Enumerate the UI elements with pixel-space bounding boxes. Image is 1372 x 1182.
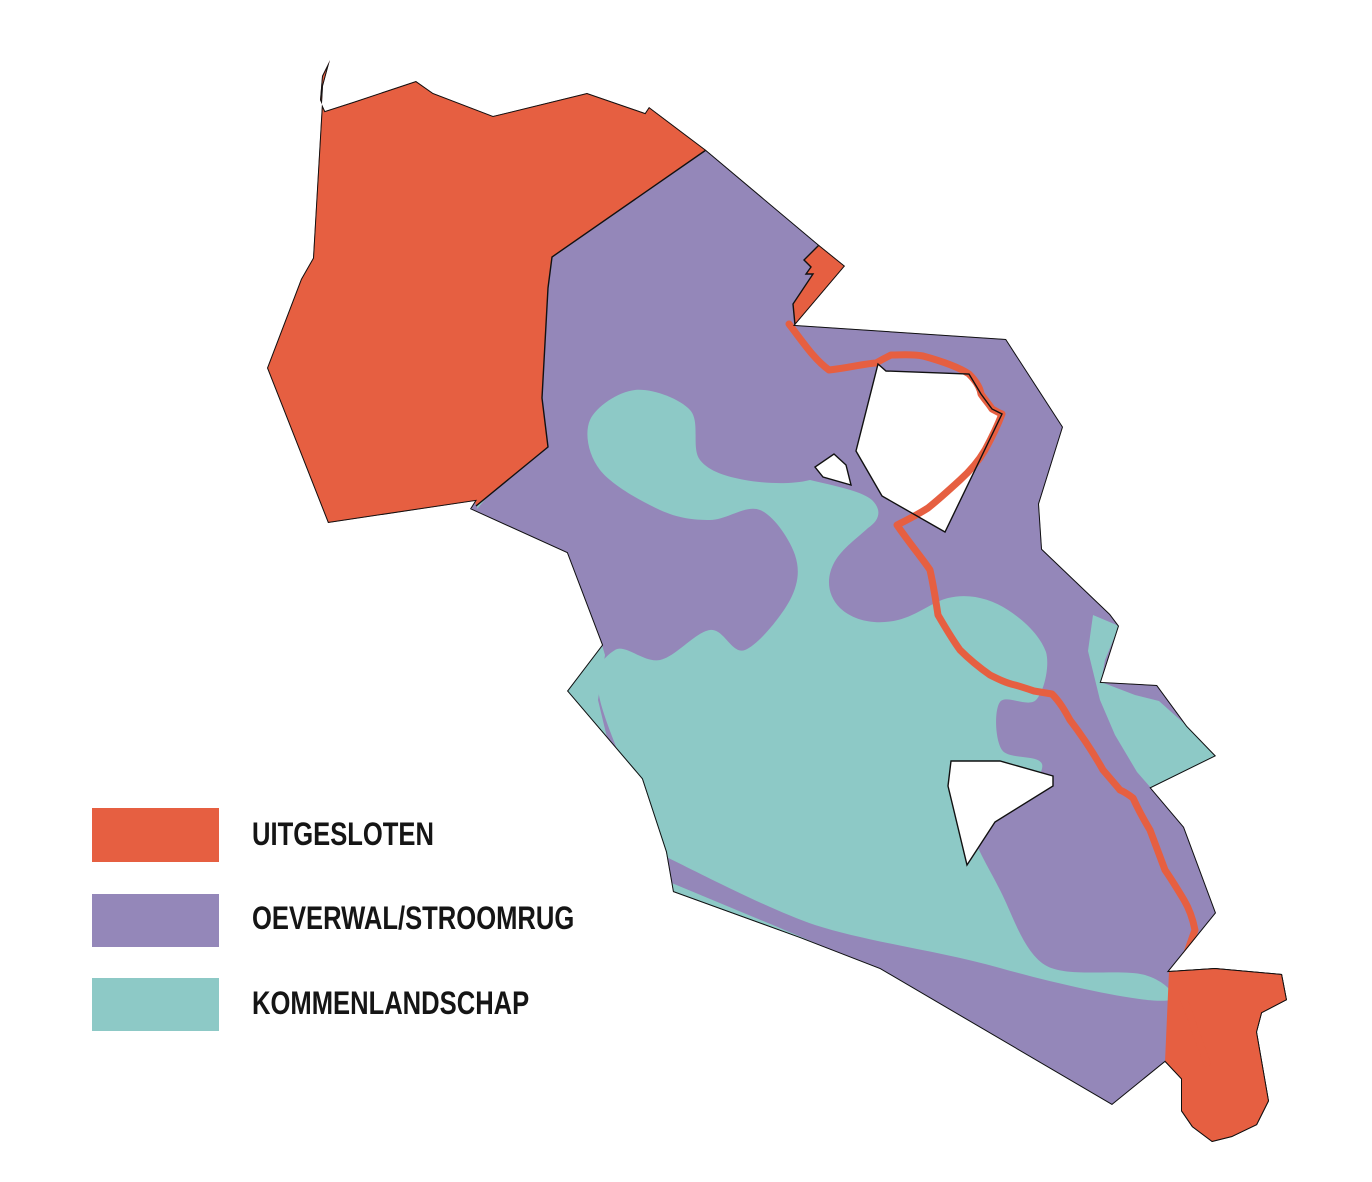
- svg-text:OEVERWAL/STROOMRUG: OEVERWAL/STROOMRUG: [252, 901, 574, 936]
- svg-text:UITGESLOTEN: UITGESLOTEN: [252, 817, 434, 852]
- svg-text:KOMMENLANDSCHAP: KOMMENLANDSCHAP: [252, 986, 529, 1021]
